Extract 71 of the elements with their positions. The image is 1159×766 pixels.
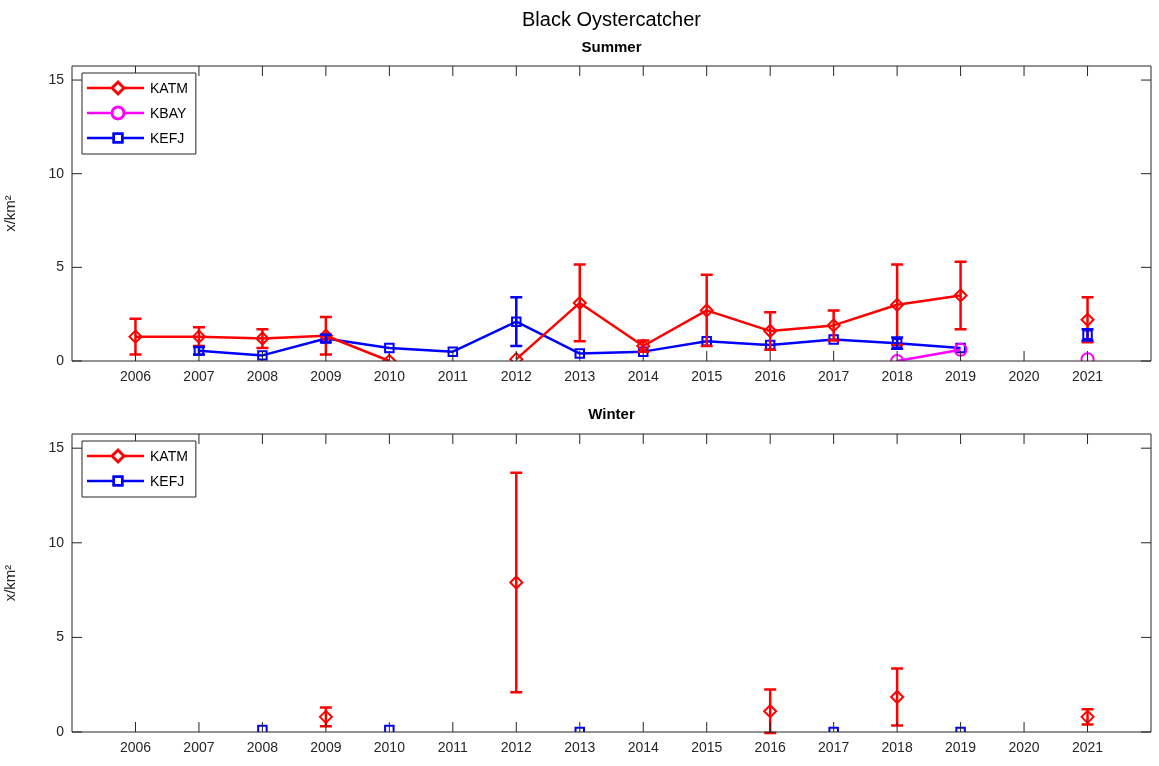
y-tick-label: 15 — [48, 70, 65, 87]
x-tick-label: 2008 — [246, 368, 279, 385]
point — [763, 704, 778, 719]
point — [763, 324, 778, 339]
x-tick-label: 2006 — [119, 368, 152, 385]
point — [318, 328, 333, 343]
x-tick-label: 2018 — [881, 739, 913, 756]
point — [890, 690, 905, 704]
point — [447, 346, 459, 357]
point — [890, 297, 905, 312]
x-tick-label: 2016 — [754, 739, 786, 756]
y-tick-label: 10 — [48, 533, 65, 550]
legend-label: KBAY — [150, 104, 187, 121]
point — [511, 316, 522, 327]
legend-label: KATM — [150, 447, 188, 464]
x-tick-label: 2015 — [691, 739, 723, 756]
x-tick-label: 2009 — [310, 368, 342, 385]
x-tick-label: 2017 — [818, 739, 850, 756]
x-tick-label: 2013 — [564, 739, 596, 756]
x-tick-label: 2014 — [627, 368, 660, 385]
x-tick-label: 2006 — [119, 739, 152, 756]
x-tick-label: 2019 — [945, 739, 977, 756]
point — [826, 318, 841, 333]
y-tick-label: 5 — [56, 628, 65, 645]
chart-subtitle: Summer — [581, 38, 642, 56]
point — [1080, 312, 1095, 327]
point — [637, 346, 649, 357]
x-tick-label: 2018 — [881, 368, 913, 385]
point — [574, 348, 586, 359]
legend-label: KEFJ — [150, 129, 185, 146]
x-tick-label: 2007 — [183, 739, 215, 756]
y-tick-label: 5 — [56, 258, 65, 275]
point — [128, 329, 143, 344]
x-tick-label: 2020 — [1008, 368, 1040, 385]
x-tick-label: 2009 — [310, 739, 342, 756]
x-tick-label: 2011 — [437, 368, 469, 385]
y-axis-title: x/km² — [1, 195, 19, 232]
y-axis-title: x/km² — [1, 564, 19, 602]
x-tick-label: 2015 — [691, 368, 723, 385]
x-tick-label: 2010 — [373, 739, 406, 756]
x-tick-label: 2008 — [246, 739, 279, 756]
y-tick-label: 0 — [56, 351, 65, 368]
x-tick-label: 2012 — [500, 739, 533, 756]
point — [828, 334, 839, 345]
point — [699, 303, 714, 318]
point — [572, 295, 587, 310]
x-tick-label: 2012 — [500, 368, 533, 385]
x-tick-label: 2014 — [627, 739, 660, 756]
point — [953, 288, 968, 303]
point — [384, 724, 395, 732]
x-tick-label: 2021 — [1071, 739, 1104, 756]
chart-title: Black Oystercatcher — [522, 7, 702, 30]
point — [509, 575, 524, 590]
x-tick-label: 2010 — [373, 368, 406, 385]
x-tick-label: 2007 — [183, 368, 215, 385]
point — [384, 342, 395, 354]
legend-label: KATM — [150, 79, 188, 96]
y-tick-label: 15 — [48, 439, 65, 456]
x-tick-label: 2016 — [754, 368, 786, 385]
point — [257, 724, 268, 732]
x-tick-label: 2011 — [437, 739, 469, 756]
x-tick-label: 2017 — [818, 368, 850, 385]
x-tick-label: 2019 — [945, 368, 977, 385]
y-tick-label: 10 — [48, 164, 65, 181]
legend-label: KEFJ — [150, 472, 185, 489]
chart-title: Winter — [588, 405, 635, 423]
x-tick-label: 2020 — [1008, 739, 1040, 756]
point — [257, 350, 268, 361]
x-tick-label: 2021 — [1071, 368, 1104, 385]
x-tick-label: 2013 — [564, 368, 596, 385]
y-tick-label: 0 — [56, 722, 65, 739]
